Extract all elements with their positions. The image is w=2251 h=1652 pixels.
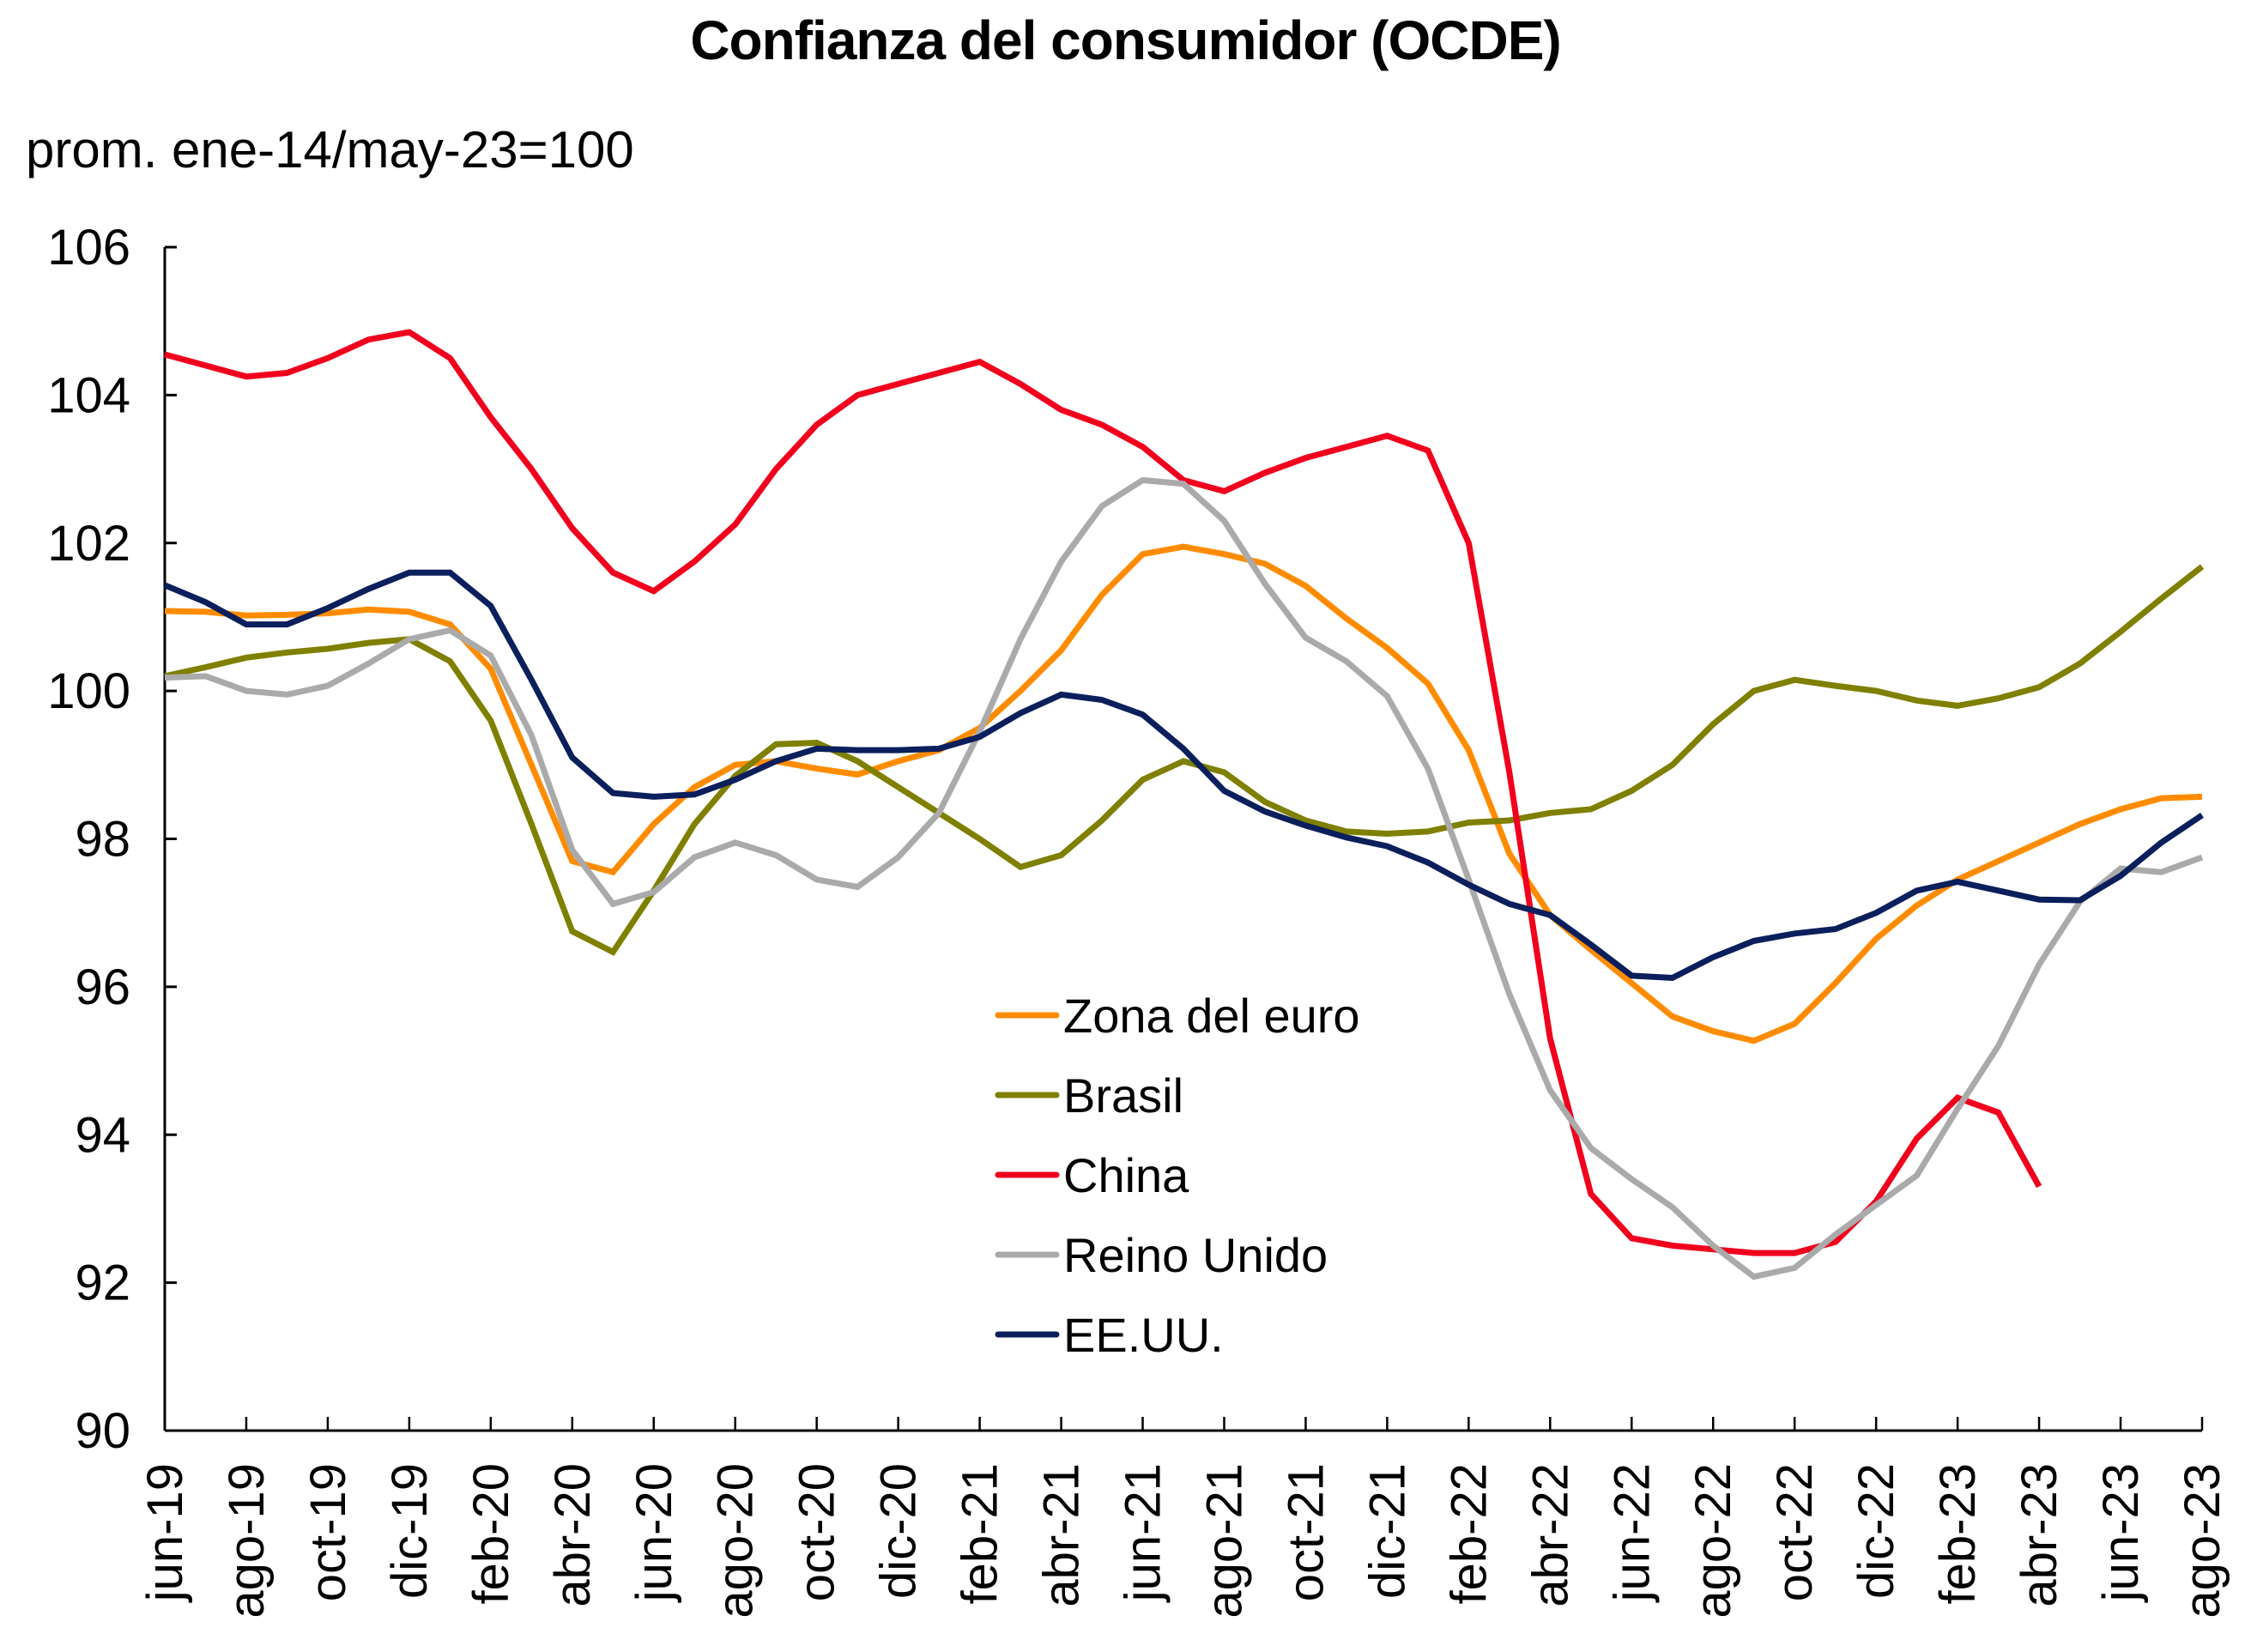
y-tick-label: 106 [47, 220, 130, 275]
x-tick-label: jun-21 [1116, 1463, 1171, 1603]
series-line-ee-uu [163, 569, 2204, 982]
series-line-china [164, 329, 2042, 1256]
x-tick-label: feb-20 [463, 1463, 519, 1604]
y-axis-unit-label: prom. ene-14/may-23=100 [26, 121, 634, 179]
legend-label: Zona del euro [1063, 989, 1360, 1043]
x-tick-label: abr-20 [545, 1463, 601, 1607]
y-tick-label: 96 [75, 959, 130, 1015]
legend-label: Reino Unido [1063, 1228, 1328, 1282]
y-tick-label: 100 [47, 663, 130, 719]
x-tick-label: oct-21 [1278, 1463, 1334, 1601]
x-tick-label: oct-20 [790, 1463, 845, 1601]
y-tick-label: 94 [75, 1107, 130, 1163]
legend-item: EE.UU. [995, 1308, 1224, 1362]
y-tick-label: 90 [75, 1403, 130, 1459]
chart-title: Confianza del consumidor (OCDE) [690, 9, 1561, 71]
legend-label: Brasil [1063, 1068, 1183, 1123]
legend-item: Zona del euro [995, 989, 1360, 1043]
x-tick-label: jun-22 [1604, 1463, 1660, 1603]
x-tick-label: ago-20 [708, 1463, 764, 1619]
x-tick-label: ago-23 [2175, 1463, 2230, 1619]
series-layer [163, 329, 2205, 1280]
legend-item: Reino Unido [995, 1228, 1328, 1282]
x-tick-label: dic-20 [871, 1463, 927, 1599]
x-tick-label: dic-22 [1849, 1463, 1904, 1599]
series-line-brasil [164, 564, 2205, 956]
y-tick-label: 92 [75, 1256, 130, 1311]
x-tick-label: jun-19 [137, 1463, 193, 1603]
x-tick-label: jun-23 [2093, 1463, 2149, 1603]
y-tick-label: 98 [75, 812, 130, 868]
x-tick-label: feb-23 [1930, 1463, 1986, 1604]
axes: 90 92 94 96 98 100 102 104 106 jun-19 ago-19 oct-19… [47, 220, 2230, 1619]
x-tick-label: feb-22 [1441, 1463, 1497, 1604]
x-tick-label: dic-21 [1359, 1463, 1415, 1599]
x-tick-label: ago-21 [1196, 1463, 1252, 1619]
legend-label: EE.UU. [1063, 1308, 1224, 1362]
x-tick-label: abr-23 [2012, 1463, 2067, 1607]
x-tick-label: ago-19 [219, 1463, 275, 1619]
legend: Zona del euro Brasil China Reino Unido EE.UU… [995, 989, 1360, 1362]
x-tick-label: oct-19 [300, 1463, 356, 1601]
legend-label: China [1063, 1148, 1189, 1202]
y-tick-label: 104 [47, 367, 130, 423]
x-tick-label: abr-21 [1034, 1463, 1090, 1607]
x-tick-label: dic-19 [382, 1463, 438, 1599]
legend-item: China [995, 1148, 1189, 1202]
y-tick-label: 102 [47, 516, 130, 572]
x-tick-label: jun-20 [626, 1463, 682, 1603]
series-line-reino-unido [164, 476, 2204, 1280]
x-tick-label: feb-21 [953, 1463, 1008, 1604]
x-tick-label: ago-22 [1685, 1463, 1741, 1619]
series-line-zona-del-euro [164, 543, 2203, 1044]
x-tick-label: abr-22 [1522, 1463, 1578, 1607]
legend-item: Brasil [995, 1068, 1183, 1123]
x-tick-label: oct-22 [1767, 1463, 1823, 1601]
